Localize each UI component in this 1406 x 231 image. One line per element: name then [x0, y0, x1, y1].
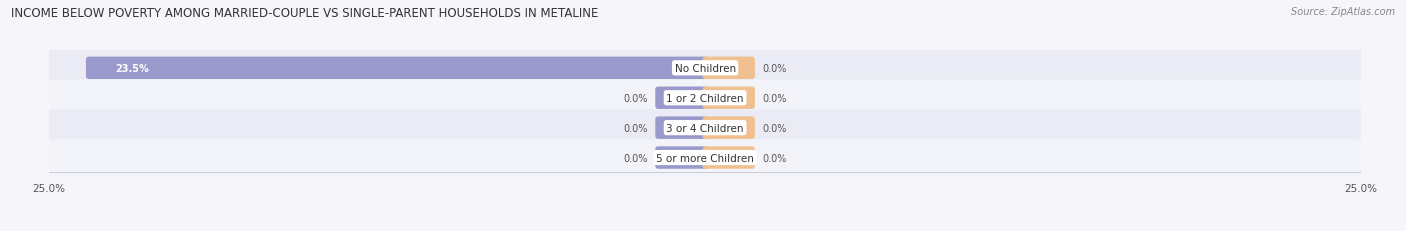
FancyBboxPatch shape: [48, 80, 1362, 116]
Text: 0.0%: 0.0%: [623, 93, 647, 103]
FancyBboxPatch shape: [48, 50, 1362, 87]
FancyBboxPatch shape: [703, 57, 755, 80]
FancyBboxPatch shape: [655, 147, 707, 169]
Text: 3 or 4 Children: 3 or 4 Children: [666, 123, 744, 133]
Text: 5 or more Children: 5 or more Children: [657, 153, 754, 163]
Text: 0.0%: 0.0%: [623, 123, 647, 133]
Text: 1 or 2 Children: 1 or 2 Children: [666, 93, 744, 103]
Text: INCOME BELOW POVERTY AMONG MARRIED-COUPLE VS SINGLE-PARENT HOUSEHOLDS IN METALIN: INCOME BELOW POVERTY AMONG MARRIED-COUPL…: [11, 7, 599, 20]
FancyBboxPatch shape: [86, 57, 707, 80]
FancyBboxPatch shape: [703, 147, 755, 169]
Text: No Children: No Children: [675, 64, 735, 73]
FancyBboxPatch shape: [655, 117, 707, 139]
Text: 0.0%: 0.0%: [763, 64, 787, 73]
Text: Source: ZipAtlas.com: Source: ZipAtlas.com: [1291, 7, 1395, 17]
Text: 23.5%: 23.5%: [115, 64, 149, 73]
Text: 0.0%: 0.0%: [763, 153, 787, 163]
FancyBboxPatch shape: [48, 110, 1362, 146]
FancyBboxPatch shape: [655, 87, 707, 109]
FancyBboxPatch shape: [703, 117, 755, 139]
Text: 0.0%: 0.0%: [763, 123, 787, 133]
Text: 0.0%: 0.0%: [623, 153, 647, 163]
Text: 0.0%: 0.0%: [763, 93, 787, 103]
FancyBboxPatch shape: [48, 140, 1362, 176]
FancyBboxPatch shape: [703, 87, 755, 109]
